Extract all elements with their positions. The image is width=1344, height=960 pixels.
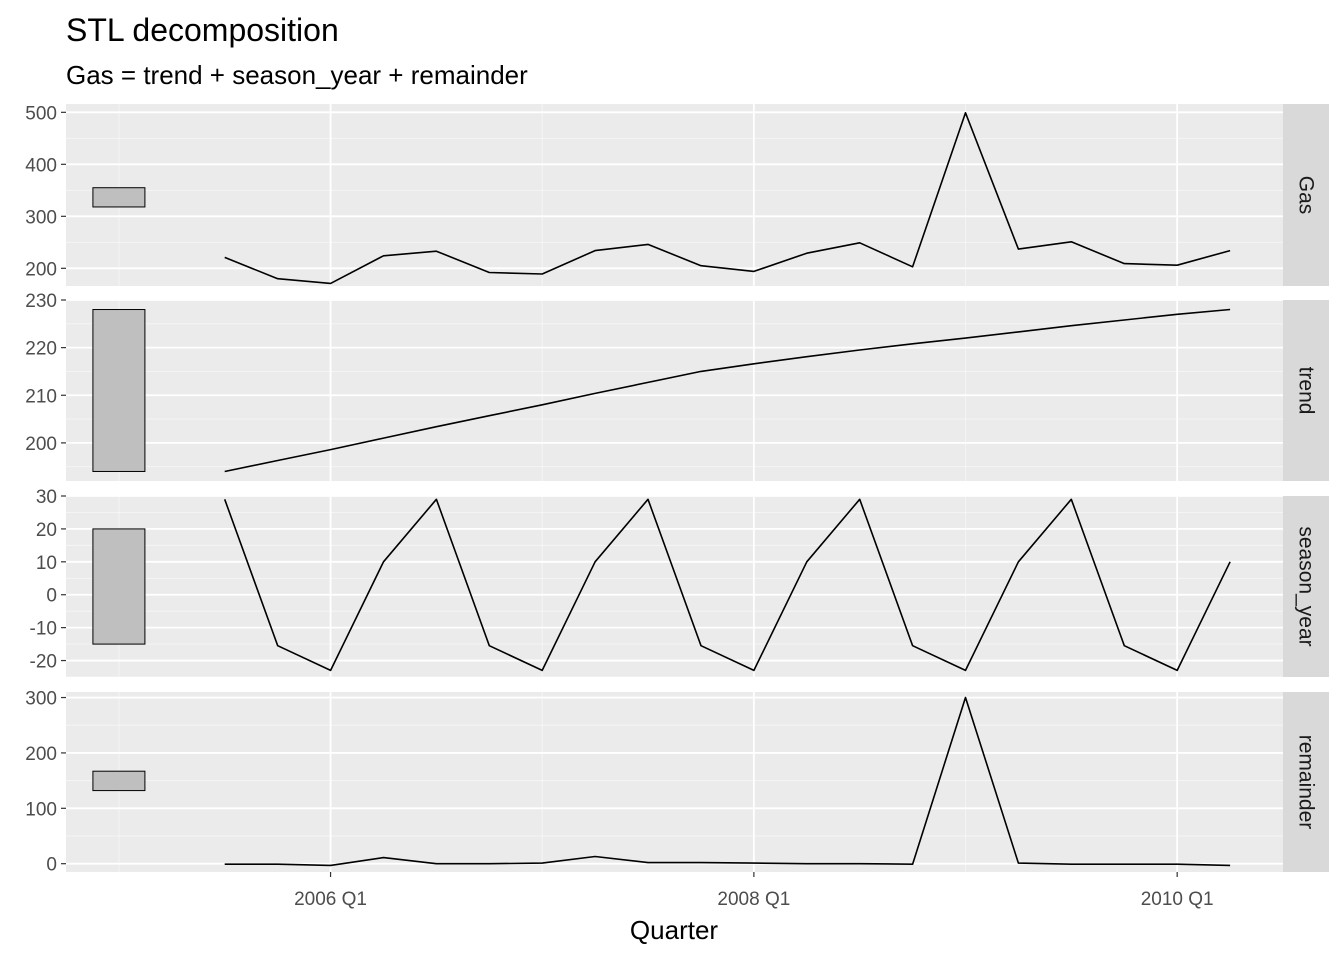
facet-strip-label: season_year — [1295, 526, 1318, 646]
x-tick-label: 2006 Q1 — [294, 889, 367, 910]
scale-range-bar — [92, 770, 146, 792]
facet-remainder: 0 100 200 300 remainder — [25, 689, 1329, 876]
chart-subtitle: Gas = trend + season_year + remainder — [66, 60, 528, 90]
y-tick-label: 500 — [25, 103, 57, 124]
panel-background — [66, 300, 1283, 481]
y-tick-label: 20 — [36, 520, 57, 541]
y-tick-label: 220 — [25, 339, 57, 360]
scale-range-bar — [92, 187, 146, 208]
y-tick-label: 200 — [25, 259, 57, 280]
panel-background — [66, 496, 1283, 677]
x-axis-title: Quarter — [630, 915, 718, 945]
x-tick-label: 2008 Q1 — [717, 889, 790, 910]
facet-panels: 200300400500Gas200210220230trend-20-1001… — [25, 103, 1329, 876]
facet-strip-label: Gas — [1295, 176, 1318, 215]
y-tick-label: 200 — [25, 434, 57, 455]
y-tick-label: 300 — [25, 207, 57, 228]
y-tick-label: 400 — [25, 155, 57, 176]
facet-strip — [1283, 496, 1329, 677]
facet-strip-label: remainder — [1295, 735, 1318, 830]
y-tick-label: 0 — [46, 586, 57, 607]
scale-range-bar — [92, 528, 146, 645]
facet-strip — [1283, 300, 1329, 481]
facet-strip-label: trend — [1295, 367, 1318, 415]
series-line-season-year — [223, 498, 1231, 672]
series-line-remainder — [224, 696, 1231, 867]
facet-trend: 200 210 220 230 trend — [25, 291, 1329, 481]
scale-range-bar — [92, 309, 146, 472]
facet-strip — [1283, 692, 1329, 872]
facet-strip — [1283, 104, 1329, 286]
y-tick-label: 10 — [36, 553, 57, 574]
panel-background — [66, 692, 1283, 872]
y-tick-label: 210 — [25, 386, 57, 407]
y-tick-label: -20 — [30, 652, 57, 673]
y-tick-label: 230 — [25, 291, 57, 312]
panel-background — [66, 104, 1283, 286]
x-axis: 2006 Q1 2008 Q1 2010 Q1 — [294, 872, 1214, 910]
series-line-gas — [224, 112, 1231, 285]
y-tick-label: 300 — [25, 689, 57, 710]
chart-title: STL decomposition — [66, 12, 339, 48]
y-tick-label: 0 — [46, 855, 57, 876]
x-tick-label: 2010 Q1 — [1141, 889, 1214, 910]
y-tick-label: 30 — [36, 487, 57, 508]
facet-gas: 200 300 400 500 Gas — [25, 103, 1329, 286]
y-tick-label: -10 — [30, 619, 57, 640]
facet-season-year: -20 -10 0 10 20 30 season_year — [30, 487, 1329, 678]
y-tick-label: 100 — [25, 799, 57, 820]
series-line-trend — [224, 308, 1231, 473]
y-tick-label: 200 — [25, 744, 57, 765]
